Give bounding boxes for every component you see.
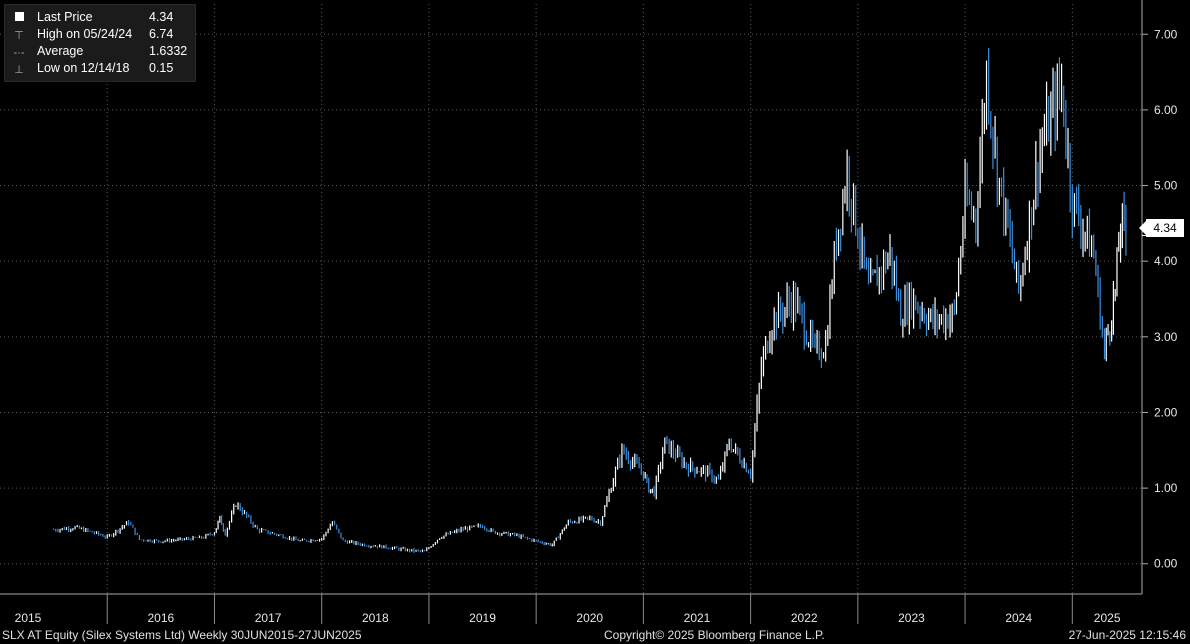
y-tick-label: 1.00 — [1154, 481, 1178, 495]
legend-label: Last Price — [37, 10, 93, 24]
square-icon — [15, 12, 24, 21]
last-price-badge: 4.34 — [1139, 219, 1184, 237]
legend-value: 1.6332 — [149, 44, 188, 58]
y-tick-label: 5.00 — [1154, 179, 1178, 193]
footer-timestamp: 27-Jun-2025 12:15:46 — [1068, 628, 1186, 642]
y-tick-label: 4.00 — [1154, 254, 1178, 268]
high-marker-icon: ⊤ — [14, 30, 24, 42]
legend-label: High on 05/24/24 — [37, 27, 133, 41]
y-tick-label: 7.00 — [1154, 27, 1178, 41]
legend-label: Average — [37, 44, 84, 58]
x-tick-label: 2016 — [147, 611, 174, 625]
x-tick-label: 2015 — [15, 611, 42, 625]
axes: 0.00 1.00 2.00 3.00 4.00 5.00 6.00 7.00 2015 2016… — [0, 0, 1178, 625]
legend-value: 0.15 — [149, 61, 174, 75]
y-tick-label: 6.00 — [1154, 103, 1178, 117]
x-tick-label: 2023 — [898, 611, 925, 625]
x-tick-label: 2024 — [1005, 611, 1032, 625]
x-tick-label: 2022 — [791, 611, 818, 625]
x-tick-label: 2019 — [469, 611, 496, 625]
y-tick-label: 2.00 — [1154, 405, 1178, 419]
price-series — [53, 47, 1127, 553]
footer-copyright: Copyright© 2025 Bloomberg Finance L.P. — [604, 628, 825, 642]
footer-security: SLX AT Equity (Silex Systems Ltd) Weekly… — [2, 628, 362, 642]
y-tick-label: 3.00 — [1154, 330, 1178, 344]
legend-label: Low on 12/14/18 — [37, 61, 130, 75]
x-tick-label: 2021 — [684, 611, 711, 625]
x-tick-label: 2020 — [576, 611, 603, 625]
average-line-icon: -·- — [13, 47, 25, 59]
footer-bar: SLX AT Equity (Silex Systems Ltd) Weekly… — [0, 626, 1190, 644]
x-tick-label: 2025 — [1094, 611, 1121, 625]
x-tick-label: 2017 — [255, 611, 282, 625]
legend-box: Last Price 4.34 ⊤ High on 05/24/24 6.74 … — [4, 4, 196, 82]
low-marker-icon: ⊥ — [14, 64, 24, 76]
y-tick-label: 0.00 — [1154, 557, 1178, 571]
x-tick-label: 2018 — [362, 611, 389, 625]
legend-value: 6.74 — [149, 27, 174, 41]
grid-lines — [0, 4, 1142, 594]
legend-value: 4.34 — [149, 10, 174, 24]
